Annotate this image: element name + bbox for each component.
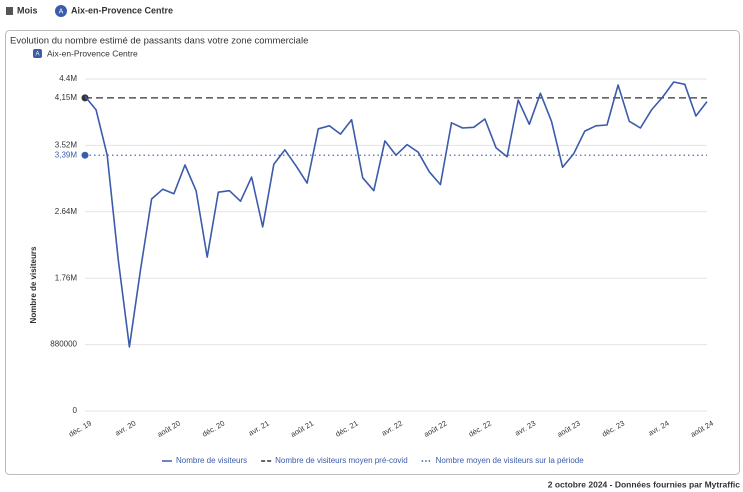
legend-label: Nombre moyen de visiteurs sur la période [436, 456, 585, 465]
y-tick-label: 2.64M [55, 207, 78, 216]
reference-label: 3,39M [55, 150, 78, 159]
reference-dot [81, 151, 89, 159]
x-tick-label: avr. 24 [647, 419, 671, 438]
period-label[interactable]: Mois [17, 5, 38, 15]
chart-subtitle: Aix-en-Provence Centre [47, 48, 138, 58]
x-tick-label: août 20 [156, 419, 182, 439]
x-tick-label: déc. 21 [334, 419, 360, 439]
legend-label: Nombre de visiteurs [176, 456, 247, 465]
legend-label: Nombre de visiteurs moyen pré-covid [275, 456, 408, 465]
y-tick-label: 4.4M [59, 74, 77, 83]
x-tick-label: avr. 21 [247, 419, 271, 438]
y-axis-label: Nombre de visiteurs [29, 246, 38, 323]
x-tick-label: déc. 22 [467, 419, 493, 439]
zone-badge [55, 5, 67, 17]
x-tick-label: août 21 [289, 419, 315, 439]
x-tick-label: avr. 22 [380, 419, 404, 438]
subtitle-badge [33, 49, 42, 58]
x-tick-label: avr. 20 [113, 419, 137, 438]
x-tick-label: avr. 23 [513, 419, 537, 438]
data-line [84, 81, 708, 348]
x-tick-label: déc. 23 [600, 419, 626, 439]
subtitle-badge-letter: A [35, 52, 39, 58]
calendar-icon [6, 7, 13, 15]
x-tick-label: août 24 [689, 419, 715, 439]
y-tick-label: 880000 [50, 340, 77, 349]
zone-label[interactable]: Aix-en-Provence Centre [71, 5, 173, 15]
x-tick-label: août 23 [556, 419, 582, 439]
reference-label: 4,15M [55, 93, 78, 102]
chart-title: Evolution du nombre estimé de passants d… [10, 36, 308, 47]
y-tick-label: 0 [73, 406, 78, 415]
y-tick-label: 1.76M [55, 273, 78, 282]
y-tick-label: 3.52M [55, 141, 78, 150]
chart-frame [5, 30, 740, 475]
footer: 2 octobre 2024 - Données fournies par My… [548, 479, 741, 489]
x-tick-label: déc. 20 [200, 419, 226, 439]
x-tick-label: août 22 [422, 419, 448, 439]
zone-badge-letter: A [59, 8, 64, 15]
x-tick-label: déc. 19 [67, 419, 93, 439]
